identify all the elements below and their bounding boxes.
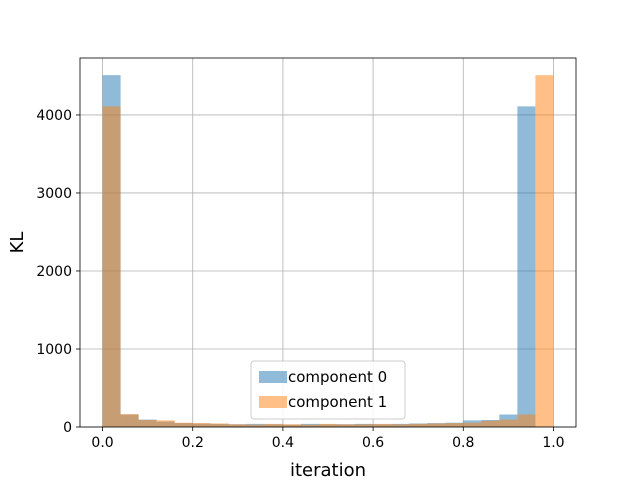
x-tick-label-1: 0.2	[182, 435, 204, 451]
plot-frame	[79, 57, 577, 428]
bar-series1-bin20	[463, 422, 482, 427]
bar-series1-bin9	[264, 423, 283, 427]
y-tick-label-3: 3000	[36, 186, 72, 202]
bar-series1-bin2	[138, 419, 157, 427]
bar-series1-bin13	[337, 424, 356, 427]
bar-series0-bin23	[517, 106, 536, 428]
y-tick-label-2: 2000	[36, 264, 72, 280]
x-tick-label-0: 0.0	[91, 435, 113, 451]
bar-series1-bin18	[427, 423, 446, 427]
legend-swatch-0	[259, 371, 287, 383]
legend-box	[250, 360, 406, 420]
bar-series1-bin11	[300, 424, 319, 427]
y-axis-ticks: 0 1000 2000 3000 4000	[36, 108, 80, 436]
legend: component 0 component 1	[250, 360, 406, 420]
legend-swatch-1	[259, 396, 287, 408]
bar-series1-bin0	[102, 106, 121, 428]
y-tick-label-0: 0	[63, 420, 72, 436]
y-axis-label: KL	[7, 232, 28, 254]
y-tick-label-4: 4000	[36, 108, 72, 124]
bar-series1-bin19	[445, 423, 464, 427]
bar-series1-bin7	[228, 424, 247, 427]
histogram-bars	[102, 75, 554, 428]
legend-label-0: component 0	[288, 368, 387, 386]
x-axis-label: iteration	[290, 460, 366, 480]
x-tick-label-3: 0.6	[362, 435, 384, 451]
bar-series1-bin24	[535, 75, 554, 428]
legend-label-1: component 1	[288, 393, 387, 411]
bar-series1-bin15	[373, 423, 392, 427]
bar-series1-bin12	[318, 423, 338, 427]
bar-series1-bin5	[192, 423, 211, 427]
y-tick-label-1: 1000	[36, 342, 72, 358]
bar-series1-bin8	[246, 424, 265, 427]
bar-series1-bin4	[174, 422, 193, 427]
bar-series1-bin21	[481, 420, 500, 427]
x-tick-label-4: 0.8	[452, 435, 474, 451]
bar-series1-bin14	[355, 424, 374, 427]
bar-series1-bin3	[156, 420, 175, 427]
x-tick-label-2: 0.4	[272, 435, 294, 451]
bar-series1-bin10	[282, 424, 301, 427]
x-axis-ticks: 0.0 0.2 0.4 0.6 0.8 1.0	[91, 427, 565, 451]
bar-series1-bin23	[517, 414, 536, 427]
bar-series1-bin17	[409, 423, 428, 427]
bar-series1-bin1	[120, 414, 139, 427]
x-tick-label-5: 1.0	[542, 435, 564, 451]
bar-series1-bin16	[391, 424, 410, 427]
bar-series1-bin6	[210, 423, 229, 427]
bar-series1-bin22	[499, 419, 518, 427]
